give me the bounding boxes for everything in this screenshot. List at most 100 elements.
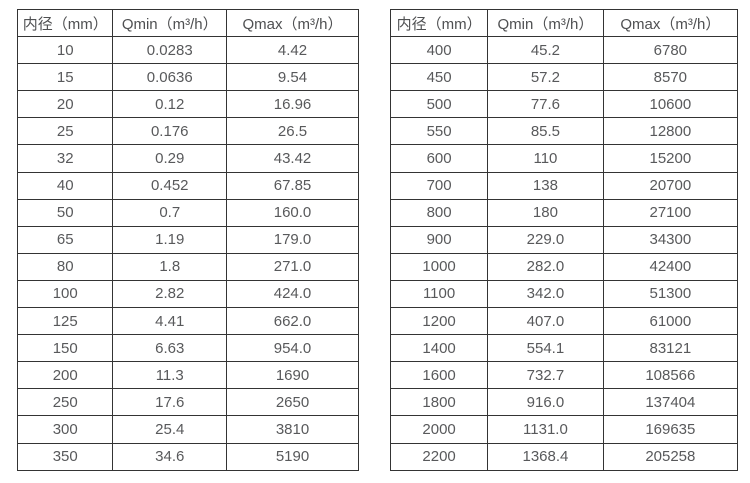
table-cell: 57.2 xyxy=(487,63,604,92)
table-cell: 554.1 xyxy=(487,334,604,363)
table-row: 1600 732.7 108566 xyxy=(389,361,739,390)
table-row: 100 2.82 424.0 xyxy=(16,279,359,309)
table-cell: 250 xyxy=(16,388,114,417)
table-cell: 0.7 xyxy=(112,198,228,227)
table-cell: 42400 xyxy=(602,252,739,281)
table-row: 200 11.3 1690 xyxy=(16,361,359,390)
table-cell: 350 xyxy=(16,442,114,471)
table-cell: 61000 xyxy=(602,307,739,336)
table-cell: 45.2 xyxy=(487,36,604,65)
table-row: 300 25.4 3810 xyxy=(16,415,359,444)
table-cell: 0.0283 xyxy=(112,36,228,65)
table-cell: 0.29 xyxy=(112,144,228,173)
table-row: 600 110 15200 xyxy=(389,144,739,173)
table-row: 80 1.8 271.0 xyxy=(16,252,359,281)
table-row: 20 0.12 16.96 xyxy=(16,90,359,119)
table-cell: 662.0 xyxy=(226,307,359,336)
table-cell: 1690 xyxy=(226,361,359,390)
table-cell: 4.41 xyxy=(112,307,228,336)
table-cell: 3810 xyxy=(226,415,359,444)
table-row: 1400 554.1 83121 xyxy=(389,334,739,363)
table-cell: 10600 xyxy=(602,90,739,119)
table-cell: 110 xyxy=(487,144,604,173)
table-cell: 25.4 xyxy=(112,415,228,444)
table-cell: 108566 xyxy=(602,361,739,390)
table-row: 700 138 20700 xyxy=(389,171,739,200)
table-cell: 9.54 xyxy=(226,63,359,92)
table-cell: 34300 xyxy=(602,225,739,254)
table-cell: 150 xyxy=(16,334,114,363)
table-row: 2000 1131.0 169635 xyxy=(389,415,739,444)
table-cell: 2650 xyxy=(226,388,359,417)
column-header-qmax: Qmax（m³/h） xyxy=(602,8,739,38)
table-cell: 100 xyxy=(16,279,114,309)
table-row: 32 0.29 43.42 xyxy=(16,144,359,173)
table-row: 1000 282.0 42400 xyxy=(389,252,739,281)
table-cell: 40 xyxy=(16,171,114,200)
table-row: 450 57.2 8570 xyxy=(389,63,739,92)
table-row: 65 1.19 179.0 xyxy=(16,225,359,254)
table-row: 400 45.2 6780 xyxy=(389,36,739,65)
table-cell: 1000 xyxy=(389,252,489,281)
table-row: 250 17.6 2650 xyxy=(16,388,359,417)
table-body: 400 45.2 6780 450 57.2 8570 500 77.6 10600 550 85.… xyxy=(389,36,739,471)
table-cell: 25 xyxy=(16,117,114,146)
table-row: 125 4.41 662.0 xyxy=(16,307,359,336)
table-cell: 500 xyxy=(389,90,489,119)
table-cell: 1131.0 xyxy=(487,415,604,444)
table-row: 25 0.176 26.5 xyxy=(16,117,359,146)
table-cell: 6780 xyxy=(602,36,739,65)
table-cell: 450 xyxy=(389,63,489,92)
flow-spec-table-small: 内径（mm） Qmin（m³/h） Qmax（m³/h） 10 0.0283 4.4… xyxy=(16,8,359,471)
table-cell: 1200 xyxy=(389,307,489,336)
table-row: 50 0.7 160.0 xyxy=(16,198,359,227)
table-row: 2200 1368.4 205258 xyxy=(389,442,739,471)
table-cell: 34.6 xyxy=(112,442,228,471)
table-cell: 600 xyxy=(389,144,489,173)
table-cell: 2000 xyxy=(389,415,489,444)
table-cell: 271.0 xyxy=(226,252,359,281)
table-cell: 6.63 xyxy=(112,334,228,363)
table-cell: 17.6 xyxy=(112,388,228,417)
table-row: 40 0.452 67.85 xyxy=(16,171,359,200)
column-header-diameter: 内径（mm） xyxy=(16,8,114,38)
table-cell: 67.85 xyxy=(226,171,359,200)
table-row: 1800 916.0 137404 xyxy=(389,388,739,417)
column-header-diameter: 内径（mm） xyxy=(389,8,489,38)
table-cell: 342.0 xyxy=(487,279,604,309)
table-cell: 2200 xyxy=(389,442,489,471)
table-cell: 1.19 xyxy=(112,225,228,254)
table-cell: 1.8 xyxy=(112,252,228,281)
table-row: 1200 407.0 61000 xyxy=(389,307,739,336)
table-cell: 27100 xyxy=(602,198,739,227)
table-cell: 26.5 xyxy=(226,117,359,146)
table-cell: 229.0 xyxy=(487,225,604,254)
table-cell: 1600 xyxy=(389,361,489,390)
table-cell: 160.0 xyxy=(226,198,359,227)
table-row: 550 85.5 12800 xyxy=(389,117,739,146)
table-cell: 65 xyxy=(16,225,114,254)
table-cell: 85.5 xyxy=(487,117,604,146)
table-cell: 4.42 xyxy=(226,36,359,65)
table-cell: 0.452 xyxy=(112,171,228,200)
table-cell: 12800 xyxy=(602,117,739,146)
table-cell: 137404 xyxy=(602,388,739,417)
column-header-qmax: Qmax（m³/h） xyxy=(226,8,359,38)
table-cell: 200 xyxy=(16,361,114,390)
table-row: 800 180 27100 xyxy=(389,198,739,227)
table-cell: 0.0636 xyxy=(112,63,228,92)
table-cell: 20 xyxy=(16,90,114,119)
table-cell: 15200 xyxy=(602,144,739,173)
table-cell: 1368.4 xyxy=(487,442,604,471)
table-cell: 80 xyxy=(16,252,114,281)
table-row: 10 0.0283 4.42 xyxy=(16,36,359,65)
table-header-row: 内径（mm） Qmin（m³/h） Qmax（m³/h） xyxy=(16,8,359,38)
table-cell: 2.82 xyxy=(112,279,228,309)
table-cell: 51300 xyxy=(602,279,739,309)
table-cell: 407.0 xyxy=(487,307,604,336)
table-cell: 5190 xyxy=(226,442,359,471)
table-row: 900 229.0 34300 xyxy=(389,225,739,254)
table-cell: 8570 xyxy=(602,63,739,92)
column-header-qmin: Qmin（m³/h） xyxy=(487,8,604,38)
